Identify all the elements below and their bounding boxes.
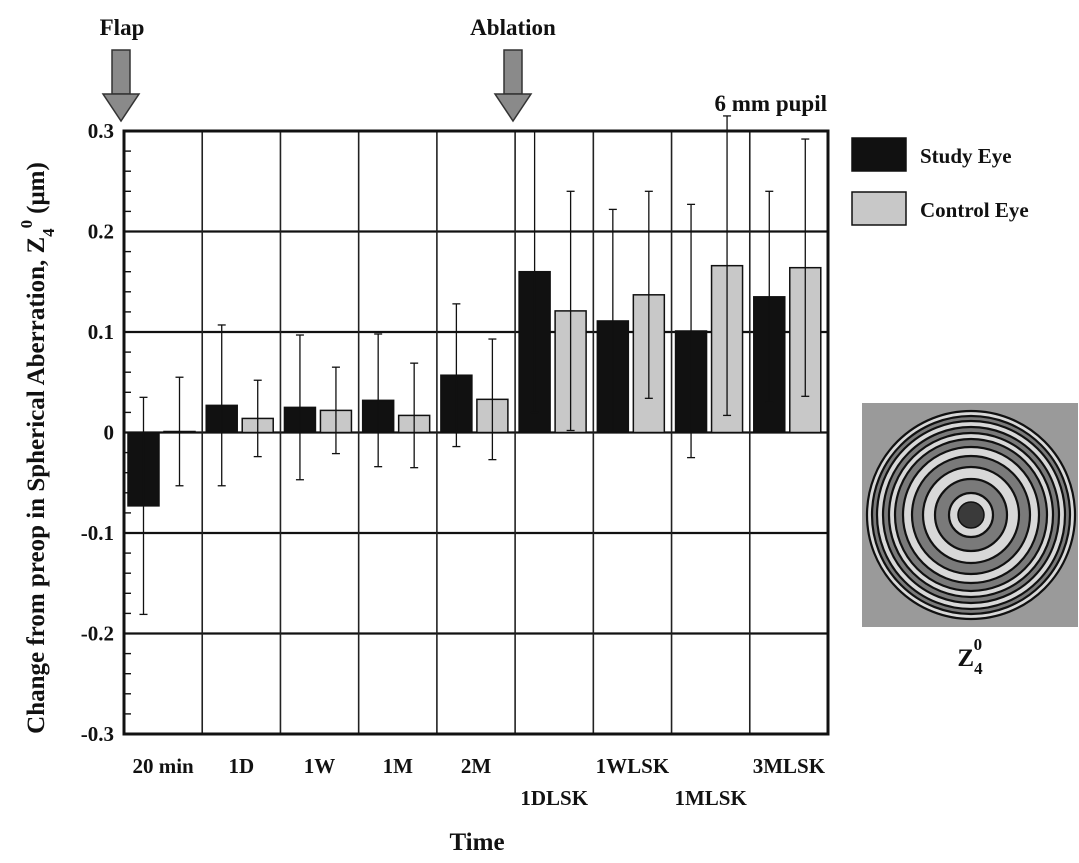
y-tick-label: -0.1: [81, 521, 114, 545]
error-bar-study-eye: [765, 190, 774, 404]
x-tick-label: 1MLSK: [674, 786, 747, 810]
error-bar-control-eye: [488, 338, 497, 461]
y-tick-label: 0: [104, 421, 115, 445]
zernike-z40-pattern-image: [862, 403, 1078, 627]
error-bar-study-eye: [295, 334, 304, 481]
legend-label-study-eye: Study Eye: [920, 144, 1012, 168]
x-tick-label: 2M: [461, 754, 492, 778]
y-axis-title: Change from preop in Spherical Aberratio…: [17, 162, 58, 734]
inset-label: Z40: [957, 635, 983, 678]
error-bar-study-eye: [687, 203, 696, 459]
error-bar-study-eye: [452, 303, 461, 448]
legend-label-control-eye: Control Eye: [920, 198, 1029, 222]
error-bar-control-eye: [253, 379, 262, 458]
y-tick-labels: -0.3 -0.2 -0.1 0 0.1 0.2 0.3: [81, 119, 114, 746]
error-bars: [139, 115, 810, 616]
error-bar-study-eye: [139, 396, 148, 616]
x-tick-label: 1W: [304, 754, 336, 778]
plot-frame: [122, 129, 830, 736]
x-tick-label: 1DLSK: [520, 786, 588, 810]
x-tick-label: 1M: [383, 754, 414, 778]
error-bar-control-eye: [175, 376, 184, 487]
flap-arrow-icon: [101, 49, 141, 123]
x-tick-label: 20 min: [132, 754, 194, 778]
legend: Study Eye Control Eye: [851, 137, 1029, 226]
y-tick-label: -0.3: [81, 722, 114, 746]
y-tick-label: -0.2: [81, 622, 114, 646]
legend-swatch-control-eye: [851, 191, 907, 226]
x-tick-label: 1WLSK: [596, 754, 670, 778]
bars: [127, 264, 822, 507]
x-tick-label: 1D: [228, 754, 254, 778]
grid: [124, 129, 828, 736]
x-tick-label: 3MLSK: [753, 754, 826, 778]
error-bar-control-eye: [566, 190, 575, 432]
y-tick-label: 0.2: [88, 220, 114, 244]
error-bar-study-eye: [608, 208, 617, 434]
ablation-label: Ablation: [470, 15, 556, 40]
y-tick-label: 0.1: [88, 320, 114, 344]
y-tick-label: 0.3: [88, 119, 114, 143]
ablation-arrow-icon: [493, 49, 533, 123]
error-bar-control-eye: [331, 366, 340, 455]
error-bar-control-eye: [410, 362, 419, 469]
error-bar-control-eye: [801, 138, 810, 397]
pupil-label: 6 mm pupil: [715, 91, 827, 116]
error-bar-study-eye: [217, 324, 226, 487]
error-bar-control-eye: [723, 115, 732, 417]
flap-label: Flap: [100, 15, 145, 40]
legend-swatch-study-eye: [851, 137, 907, 172]
error-bar-study-eye: [374, 333, 383, 468]
error-bar-control-eye: [644, 190, 653, 399]
x-axis-title: Time: [449, 829, 504, 856]
